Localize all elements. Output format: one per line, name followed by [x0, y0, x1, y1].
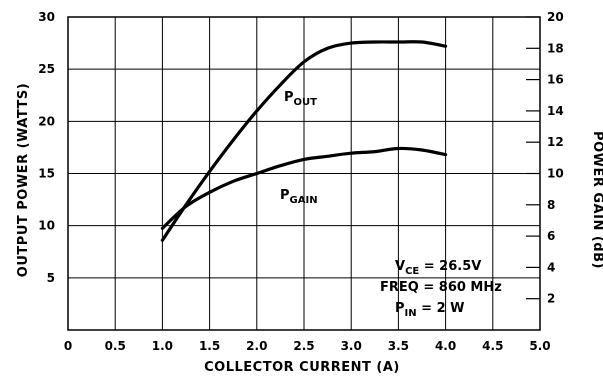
x-tick-label: 3.0 [341, 339, 362, 353]
y2-tick-label: 8 [547, 198, 555, 212]
y2-tick-label: 14 [547, 104, 564, 118]
x-tick-label: 4.5 [482, 339, 503, 353]
condition-freq: FREQ = 860 MHz [380, 280, 502, 295]
conditions-annotation: VCE = 26.5V FREQ = 860 MHz PIN = 2 W [380, 259, 502, 319]
condition-vce: VCE = 26.5V [395, 259, 481, 277]
y-tick-label: 15 [38, 167, 55, 181]
series-label-pout: POUT [284, 90, 317, 108]
y-tick-label: 10 [38, 219, 55, 233]
x-tick-label: 1.0 [152, 339, 173, 353]
x-tick-label: 3.5 [388, 339, 409, 353]
y2-tick-label: 10 [547, 167, 564, 181]
grid [67, 16, 541, 331]
y2-tick-label: 12 [547, 135, 564, 149]
y-axis-title: OUTPUT POWER (WATTS) [16, 83, 31, 277]
y2-tick-label: 16 [547, 73, 564, 87]
y2-axis-title: POWER GAIN (dB) [590, 131, 603, 269]
x-tick-label: 5.0 [529, 339, 550, 353]
y-tick-label: 25 [38, 62, 55, 76]
y-tick-label: 20 [38, 114, 55, 128]
y2-tick-label: 18 [547, 41, 564, 55]
series-line-pgain [160, 146, 448, 230]
curves [160, 40, 448, 242]
x-tick-label: 0.5 [105, 339, 126, 353]
condition-pin: PIN = 2 W [395, 301, 464, 319]
series-label-pgain: PGAIN [280, 188, 318, 206]
y2-tick-label: 4 [547, 260, 555, 274]
y2-tick-label: 6 [547, 229, 555, 243]
x-tick-label: 0 [64, 339, 72, 353]
y-tick-label: 5 [47, 271, 55, 285]
x-tick-label: 2.5 [293, 339, 314, 353]
series-line-pout [160, 40, 448, 242]
y2-tick-label: 20 [547, 10, 564, 24]
y-tick-label: 30 [38, 10, 55, 24]
x-tick-label: 1.5 [199, 339, 220, 353]
x-tick-label: 4.0 [435, 339, 456, 353]
x-axis-title: COLLECTOR CURRENT (A) [204, 360, 400, 375]
y2-tick-label: 2 [547, 292, 555, 306]
x-tick-label: 2.0 [246, 339, 267, 353]
tick-labels: 0 0.5 1.0 1.5 2.0 2.5 3.0 3.5 4.0 4.5 5.0 5 10 15 20 25… [38, 10, 563, 353]
